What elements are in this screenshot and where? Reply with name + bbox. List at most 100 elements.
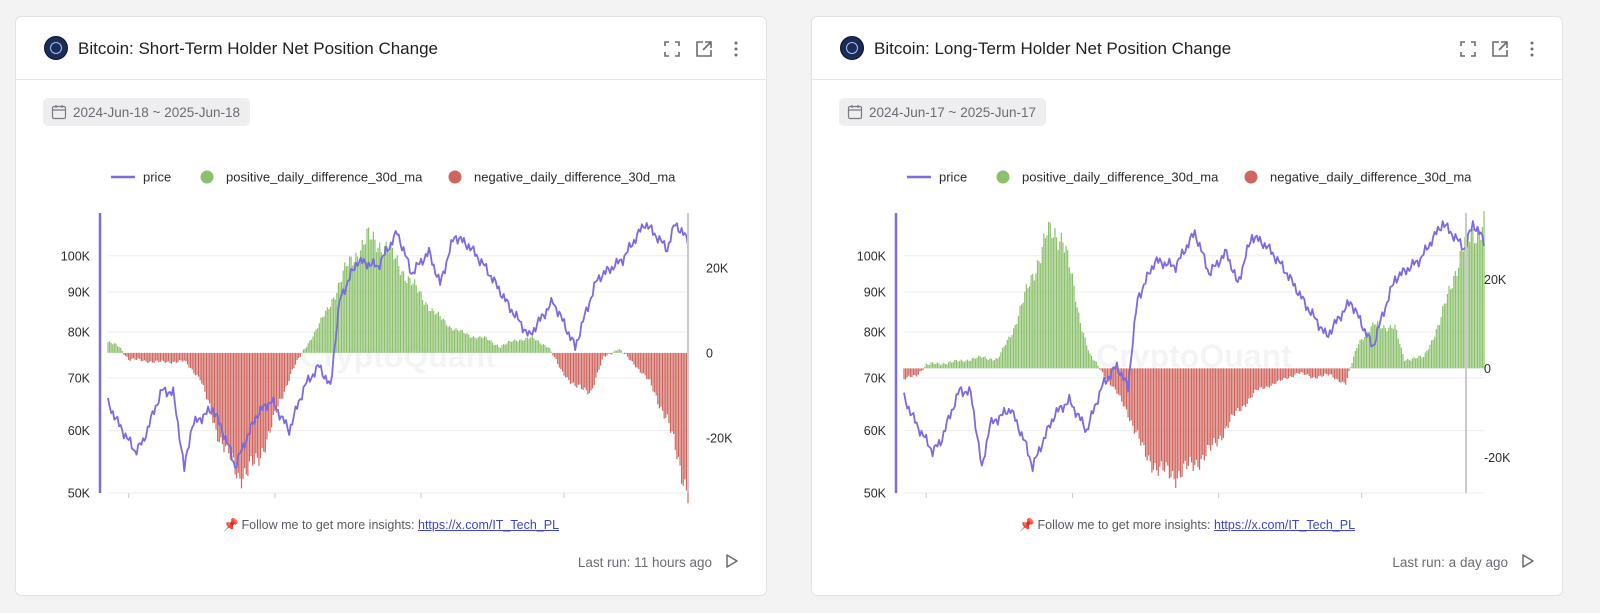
bar-positive	[307, 343, 309, 353]
bar-negative	[1268, 368, 1271, 388]
bar-negative	[1240, 368, 1242, 412]
follow-link[interactable]: https://x.com/IT_Tech_PL	[418, 518, 560, 532]
bar-negative	[912, 368, 915, 375]
bar-negative	[577, 352, 579, 385]
bar-negative	[170, 352, 173, 364]
bar-negative	[301, 352, 303, 354]
bar-negative	[1260, 368, 1263, 388]
bar-negative	[1178, 368, 1180, 471]
bar-negative	[565, 352, 567, 378]
bar-negative	[1222, 368, 1224, 438]
bar-positive	[959, 360, 961, 369]
bar-positive	[531, 335, 533, 353]
bar-positive	[515, 340, 517, 353]
bar-positive	[429, 311, 432, 353]
bar-negative	[555, 352, 557, 360]
bar-positive	[469, 337, 471, 353]
more-vertical-icon[interactable]	[1522, 39, 1542, 59]
bar-negative	[634, 352, 637, 368]
bar-positive	[471, 337, 473, 353]
more-vertical-icon[interactable]	[726, 39, 746, 59]
bar-negative	[671, 352, 673, 432]
bar-negative	[1191, 368, 1193, 463]
bar-negative	[658, 352, 660, 409]
bar-positive	[534, 340, 537, 353]
y-right-tick-label: -20K	[706, 431, 733, 445]
bar-negative	[1273, 368, 1275, 384]
bar-negative	[1130, 368, 1132, 421]
bar-negative	[129, 352, 131, 361]
bar-negative	[1129, 368, 1131, 422]
bar-negative	[553, 352, 556, 358]
bar-negative	[1156, 368, 1158, 471]
play-icon[interactable]	[1518, 552, 1536, 570]
bar-negative	[255, 352, 257, 454]
bar-positive	[1357, 343, 1360, 369]
bar-negative	[236, 352, 238, 479]
bar-negative	[1184, 368, 1186, 461]
bar-positive	[1094, 360, 1096, 369]
bar-negative	[1211, 368, 1213, 446]
play-icon[interactable]	[722, 552, 740, 570]
bar-positive	[1464, 237, 1466, 369]
gridlines	[904, 255, 1484, 494]
bar-positive	[979, 356, 981, 369]
bar-negative	[205, 352, 208, 400]
bar-positive	[321, 317, 324, 353]
bar-negative	[245, 352, 247, 475]
bar-negative	[1152, 368, 1155, 470]
bar-negative	[290, 352, 292, 375]
legend-label-positive: positive_daily_difference_30d_ma	[226, 170, 423, 185]
bar-positive	[1362, 340, 1364, 369]
bar-negative	[681, 352, 683, 484]
bar-negative	[1314, 368, 1317, 379]
bar-negative	[1114, 368, 1116, 390]
y-left-tick-label: 70K	[864, 371, 887, 385]
bar-positive	[353, 262, 355, 353]
bar-positive	[549, 348, 551, 353]
bar-negative	[661, 352, 664, 411]
bar-positive	[530, 337, 532, 353]
bar-negative	[1159, 368, 1161, 467]
bar-positive	[1470, 230, 1472, 369]
open-external-icon[interactable]	[694, 39, 714, 59]
bar-positive	[110, 343, 112, 353]
bar-negative	[209, 352, 211, 404]
expand-icon[interactable]	[662, 39, 682, 59]
bar-negative	[1171, 368, 1174, 471]
bar-negative	[665, 352, 667, 418]
bar-positive	[932, 362, 934, 369]
open-external-icon[interactable]	[1490, 39, 1510, 59]
bar-positive	[402, 271, 405, 353]
bar-positive	[428, 310, 430, 353]
bar-negative	[1203, 368, 1205, 461]
bar-negative	[685, 352, 688, 491]
bar-positive	[1453, 275, 1455, 369]
date-range-chip[interactable]: 2024-Jun-17 ~ 2025-Jun-17	[839, 98, 1046, 126]
bar-positive	[938, 363, 940, 369]
follow-link[interactable]: https://x.com/IT_Tech_PL	[1214, 518, 1356, 532]
bar-positive	[951, 362, 953, 369]
bar-negative	[228, 352, 230, 454]
bar-positive	[539, 343, 541, 353]
bar-negative	[210, 352, 212, 416]
bar-negative	[1284, 368, 1286, 378]
bar-positive	[952, 362, 954, 369]
bar-positive	[379, 242, 381, 353]
bar-positive	[930, 362, 932, 369]
bar-negative	[1235, 368, 1237, 411]
bar-negative	[1200, 368, 1202, 460]
bar-negative	[623, 352, 626, 355]
date-range-chip[interactable]: 2024-Jun-18 ~ 2025-Jun-18	[43, 98, 250, 126]
bar-negative	[572, 352, 575, 383]
bar-positive	[449, 325, 451, 353]
bar-negative	[674, 352, 676, 450]
bar-negative	[1346, 368, 1348, 379]
bar-negative	[1224, 368, 1226, 429]
y-left-tick-label: 80K	[864, 326, 887, 340]
bar-negative	[1334, 368, 1336, 380]
bar-negative	[1160, 368, 1163, 462]
bar-negative	[682, 352, 684, 486]
expand-icon[interactable]	[1458, 39, 1478, 59]
bar-positive	[455, 328, 457, 353]
